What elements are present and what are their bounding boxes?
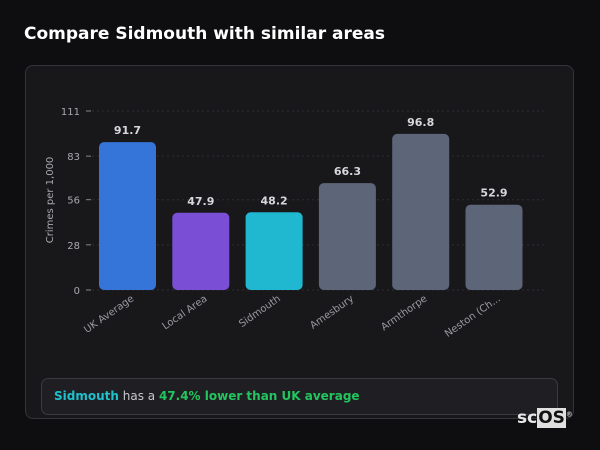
summary-box: Sidmouth has a 47.4% lower than UK avera… — [41, 378, 558, 415]
page-title: Compare Sidmouth with similar areas — [24, 24, 385, 44]
bar-value-label: 47.9 — [187, 195, 214, 208]
x-tick-label: Local Area — [161, 293, 210, 332]
bar — [172, 212, 230, 290]
y-tick-label: 111 — [61, 107, 80, 118]
bar — [465, 204, 523, 290]
bar — [318, 183, 376, 290]
bar-value-label: 91.7 — [114, 124, 141, 137]
bar — [392, 133, 450, 290]
bar-value-label: 66.3 — [334, 165, 361, 178]
bar-value-label: 52.9 — [480, 187, 507, 200]
summary-text: has a — [118, 389, 159, 403]
x-tick-label: Neston (Ch... — [443, 293, 503, 339]
y-tick-label: 28 — [67, 241, 80, 252]
x-tick-label: UK Average — [82, 293, 136, 335]
y-tick-label: 56 — [67, 196, 80, 207]
summary-place: Sidmouth — [54, 389, 119, 403]
bar-value-label: 48.2 — [261, 194, 288, 207]
bar-value-label: 96.8 — [407, 116, 434, 129]
y-tick-label: 83 — [67, 152, 80, 163]
bar — [245, 212, 303, 290]
x-tick-label: Sidmouth — [237, 293, 283, 330]
summary-comparison: 47.4% lower than UK average — [158, 389, 360, 403]
x-tick-label: Amesbury — [308, 293, 356, 331]
bar — [99, 142, 156, 290]
y-tick-label: 0 — [74, 286, 80, 297]
x-tick-label: Armthorpe — [379, 293, 429, 333]
y-axis-label: Crimes per 1,000 — [45, 157, 56, 244]
scos-logo: scOS® — [517, 408, 573, 428]
